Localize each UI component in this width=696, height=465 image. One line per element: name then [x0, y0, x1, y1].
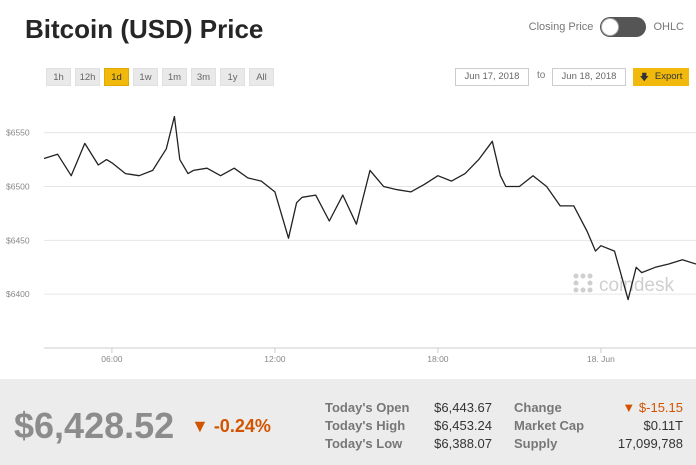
y-tick-label: $6450 [6, 235, 30, 245]
range-1d-button[interactable]: 1d [104, 68, 129, 86]
page-title: Bitcoin (USD) Price [25, 14, 264, 44]
range-1w-button[interactable]: 1w [133, 68, 158, 86]
range-all-button[interactable]: All [249, 68, 274, 86]
change-label: Change [514, 400, 562, 415]
price-type-toggle[interactable] [600, 17, 647, 37]
todays-open-value: $6,443.67 [434, 400, 492, 415]
range-1m-button[interactable]: 1m [162, 68, 187, 86]
date-to-input[interactable]: Jun 18, 2018 [552, 68, 626, 86]
x-tick-label: 18. Jun [587, 354, 615, 364]
todays-open-label: Today's Open [325, 400, 410, 415]
price-change-percent: ▼ -0.24% [191, 416, 271, 436]
coindesk-watermark: coindesk [573, 273, 674, 296]
export-label: Export [654, 71, 683, 82]
export-button[interactable]: 🡇 Export [633, 68, 689, 86]
y-tick-label: $6550 [6, 128, 30, 138]
current-price: $6,428.52 [14, 405, 175, 446]
todays-high-label: Today's High [325, 418, 406, 433]
supply-value: 17,099,788 [617, 436, 683, 451]
todays-low-label: Today's Low [325, 436, 403, 451]
market-cap-value: $0.11T [643, 418, 683, 433]
footer-stats-panel: $6,428.52 ▼ -0.24% Today's Open $6,443.6… [0, 379, 696, 465]
x-tick-label: 18:00 [427, 354, 449, 364]
date-to-label: to [537, 70, 546, 81]
todays-high-value: $6,453.24 [434, 418, 492, 433]
range-3m-button[interactable]: 3m [191, 68, 216, 86]
price-type-toggle-group: Closing Price OHLC [529, 17, 684, 37]
y-tick-label: $6400 [6, 289, 30, 299]
watermark-text: coindesk [599, 275, 674, 296]
x-tick-label: 12:00 [264, 354, 286, 364]
range-1y-button[interactable]: 1y [220, 68, 245, 86]
price-chart: coindesk $6400 $6450 $6500 $6550 06:00 12:00 1… [6, 115, 696, 364]
closing-price-label: Closing Price [528, 21, 594, 33]
supply-label: Supply [514, 436, 558, 451]
change-value: ▼ $-15.15 [622, 400, 683, 415]
date-from-input[interactable]: Jun 17, 2018 [455, 68, 529, 86]
range-selector: 1h 12h 1d 1w 1m 3m 1y All [46, 68, 274, 86]
market-cap-label: Market Cap [514, 418, 585, 433]
price-line-series [43, 115, 696, 301]
y-tick-label: $6500 [6, 182, 30, 192]
todays-low-value: $6,388.07 [434, 436, 492, 451]
download-icon: 🡇 [639, 72, 649, 82]
range-12h-button[interactable]: 12h [75, 68, 100, 86]
x-tick-label: 06:00 [101, 354, 123, 364]
range-1h-button[interactable]: 1h [46, 68, 71, 86]
ohlc-label: OHLC [653, 21, 684, 33]
toggle-knob[interactable] [601, 18, 620, 36]
